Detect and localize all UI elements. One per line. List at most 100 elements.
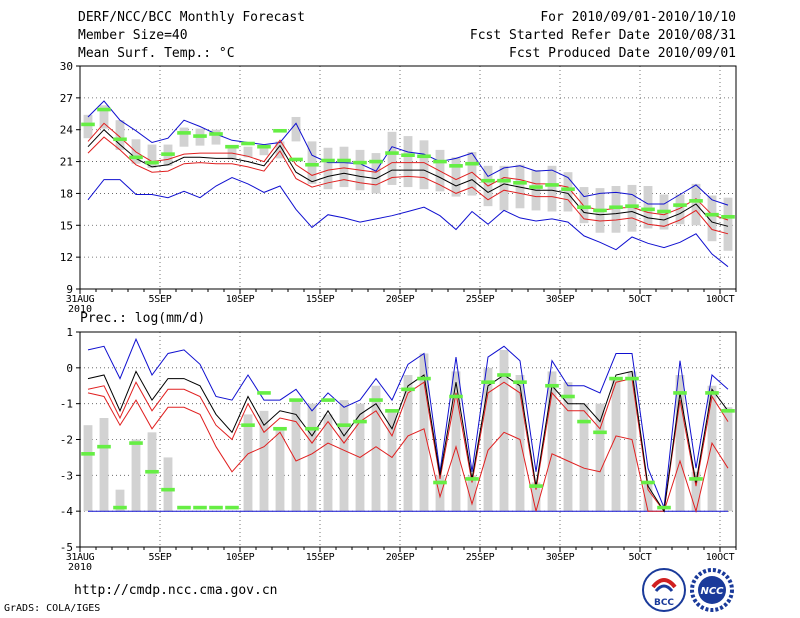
bcc-logo-text: BCC — [654, 598, 674, 608]
y-tick-label: 9 — [66, 283, 73, 296]
x-tick-label: 5SEP — [149, 294, 172, 305]
ensemble-box — [483, 367, 493, 512]
observation-marker — [161, 487, 175, 492]
observation-marker — [113, 137, 127, 142]
x-tick-label: 31AUG — [66, 552, 95, 563]
x-tick-label: 15SEP — [306, 294, 335, 305]
series-ensemble-mean — [87, 370, 729, 513]
series-upper-bound — [87, 100, 729, 206]
footer-url[interactable]: http://cmdp.ncc.cma.gov.cn — [74, 583, 278, 598]
observation-marker — [449, 164, 463, 168]
x-tick-label: 20SEP — [386, 294, 415, 305]
ensemble-box — [579, 403, 589, 512]
x-tick-sublabel: 2010 — [68, 562, 92, 573]
ensemble-box — [451, 157, 461, 197]
ensemble-box — [291, 116, 301, 142]
observation-marker — [481, 178, 495, 183]
ncc-logo: NCC — [690, 568, 734, 612]
observation-marker — [113, 505, 127, 510]
ensemble-box — [339, 400, 349, 512]
y-tick-label: 1 — [66, 326, 73, 339]
ensemble-box — [243, 414, 253, 512]
observation-marker — [417, 376, 431, 381]
observation-marker — [193, 505, 207, 510]
ensemble-box — [563, 172, 573, 212]
ensemble-box — [531, 482, 541, 512]
observation-marker — [145, 469, 159, 474]
observation-marker — [225, 505, 239, 510]
observation-marker — [273, 426, 287, 431]
observation-marker — [369, 159, 383, 164]
observation-marker — [337, 158, 351, 163]
observation-marker — [721, 409, 735, 413]
observation-marker — [577, 205, 591, 210]
ensemble-box — [595, 403, 605, 512]
observation-marker — [513, 380, 527, 384]
ensemble-box — [707, 195, 717, 242]
observation-marker — [449, 394, 463, 399]
x-tick-label: 10SEP — [226, 294, 255, 305]
observation-marker — [305, 162, 319, 167]
ensemble-box — [179, 127, 189, 147]
ensemble-box — [435, 475, 445, 512]
grads-credit: GrADS: COLA/IGES — [4, 603, 101, 614]
forecast-produced-date: Fcst Produced Date 2010/09/01 — [509, 46, 736, 61]
observation-marker — [401, 153, 415, 157]
observation-marker — [545, 383, 559, 388]
y-tick-label: 24 — [60, 124, 74, 137]
ensemble-box — [707, 385, 717, 512]
observation-marker — [81, 122, 95, 127]
ensemble-box — [627, 184, 637, 232]
ensemble-box — [163, 457, 173, 512]
observation-marker — [369, 398, 383, 402]
observation-marker — [561, 394, 575, 399]
ensemble-box — [515, 375, 525, 512]
ensemble-box — [259, 410, 269, 512]
observation-marker — [705, 212, 719, 217]
observation-marker — [689, 199, 703, 203]
ensemble-box — [339, 146, 349, 188]
y-tick-label: -2 — [60, 434, 73, 447]
x-tick-label: 30SEP — [546, 552, 575, 563]
observation-marker — [609, 376, 623, 381]
y-tick-label: -4 — [60, 505, 74, 518]
observation-marker — [545, 183, 559, 187]
y-tick-label: 27 — [60, 92, 73, 105]
observation-marker — [209, 505, 223, 510]
precip-panel-label: Prec.: log(mm/d) — [80, 311, 206, 326]
ensemble-box — [291, 400, 301, 512]
observation-marker — [705, 391, 719, 395]
x-tick-label: 30SEP — [546, 294, 575, 305]
ensemble-box — [723, 197, 733, 251]
ensemble-box — [467, 152, 477, 196]
x-tick-label: 25SEP — [466, 294, 495, 305]
observation-marker — [321, 158, 335, 163]
y-tick-label: 21 — [60, 156, 73, 169]
ensemble-box — [579, 187, 589, 224]
ensemble-box — [723, 407, 733, 512]
plot-frame — [79, 65, 737, 290]
ensemble-box — [371, 153, 381, 194]
ensemble-box — [115, 120, 125, 150]
x-tick-label: 5OCT — [629, 552, 652, 563]
y-tick-label: -5 — [60, 541, 73, 554]
series-sd-low — [87, 136, 729, 235]
observation-marker — [273, 128, 287, 133]
observation-marker — [241, 423, 255, 427]
series-lower-bound — [87, 176, 729, 268]
observation-marker — [625, 376, 639, 381]
y-tick-label: 12 — [60, 251, 73, 264]
ensemble-box — [99, 418, 109, 512]
observation-marker — [625, 204, 639, 208]
ensemble-box — [691, 471, 701, 512]
ensemble-box — [547, 165, 557, 212]
ensemble-box — [307, 141, 317, 184]
ensemble-box — [387, 131, 397, 185]
observation-marker — [609, 205, 623, 210]
ensemble-box — [611, 378, 621, 512]
observation-marker — [225, 144, 239, 149]
ensemble-box — [675, 194, 685, 225]
ensemble-box — [211, 129, 221, 145]
observation-marker — [337, 423, 351, 427]
